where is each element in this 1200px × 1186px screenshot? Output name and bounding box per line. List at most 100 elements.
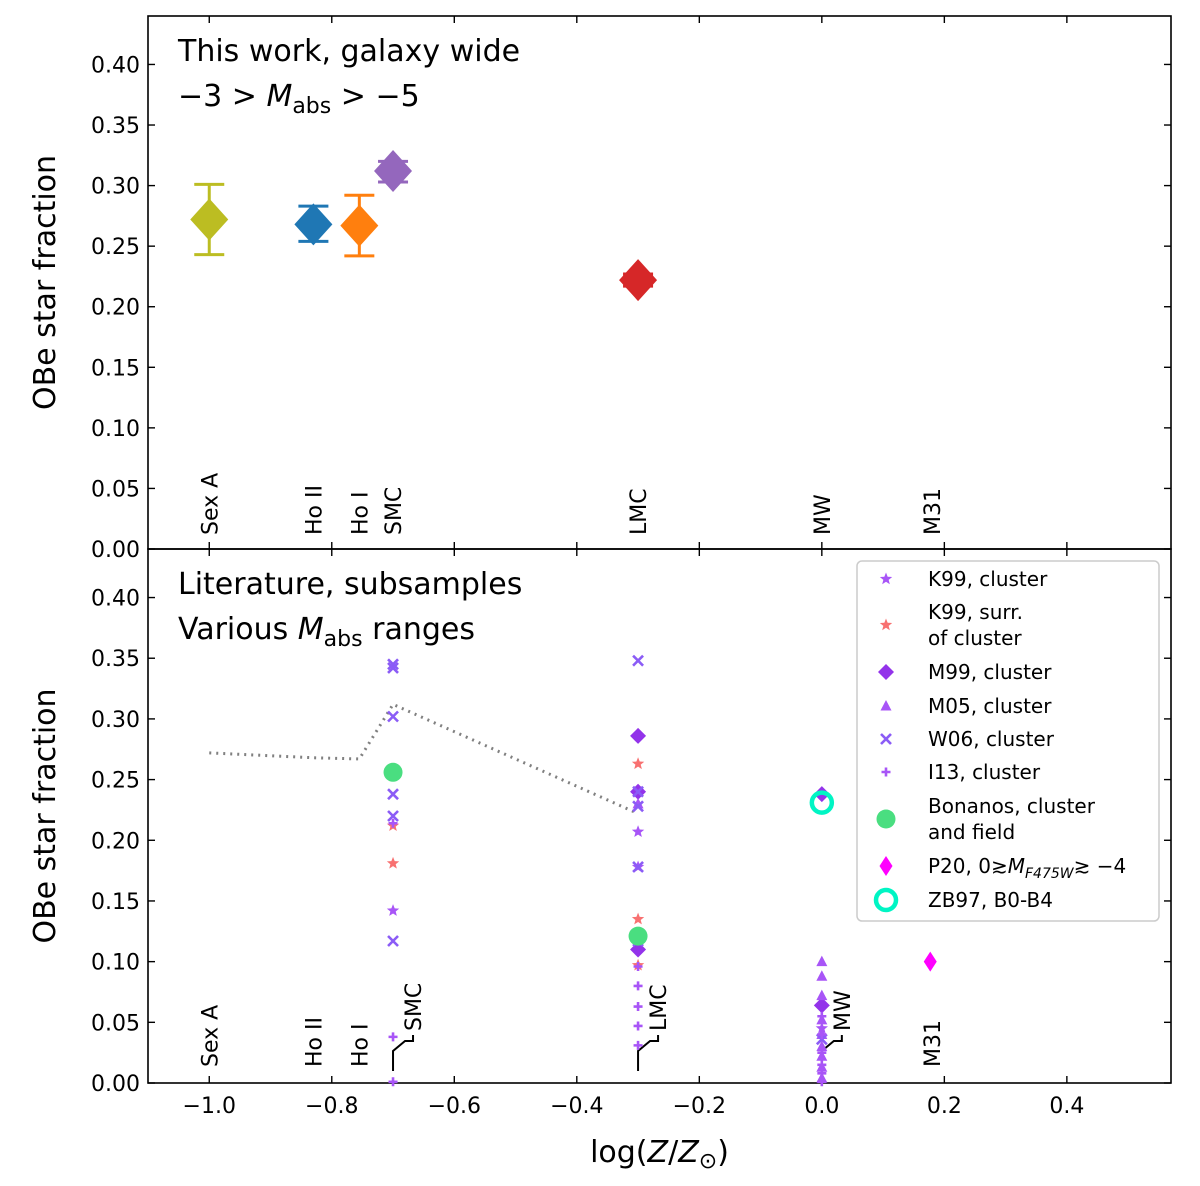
data-point: [387, 935, 399, 947]
legend-marker-shape: [873, 887, 899, 913]
legend-marker-shape: [879, 856, 893, 876]
bottom-ytick-label: 0.00: [91, 1072, 140, 1097]
bottom-galaxy-leader-line: [637, 1035, 660, 1071]
bottom-galaxy-label: LMC: [647, 984, 672, 1031]
data-point: [383, 762, 403, 782]
data-point-shape: [383, 762, 403, 782]
data-point: [630, 727, 647, 744]
legend-entry: W06, cluster: [880, 727, 1055, 751]
series-6: [383, 762, 648, 946]
top-ytick-label: 0.00: [91, 538, 140, 563]
data-point-shape: [631, 757, 645, 770]
data-point-shape: [631, 912, 645, 925]
bottom-ytick-label: 0.10: [91, 951, 140, 976]
annotation-part: Various: [178, 612, 298, 647]
data-point: [386, 856, 400, 869]
bottom-xtick-label: −0.6: [428, 1094, 481, 1119]
legend-entry: K99, surr.of cluster: [879, 600, 1023, 650]
diamond-marker: [340, 204, 379, 247]
data-point: [388, 1032, 398, 1042]
bottom-ytick-label: 0.20: [91, 829, 140, 854]
x-axis-label-part: ⊙: [699, 1149, 717, 1174]
legend-marker-shape: [879, 618, 893, 631]
data-point-shape: [633, 981, 643, 991]
panel-top: 0.00 0.05 0.10 0.15 0.20 0.25 0.30 0.35 0.40 OBe …: [28, 15, 1172, 563]
x-axis-label: log(Z/Z⊙): [590, 1135, 729, 1174]
annotation-part: −3 >: [178, 79, 266, 114]
data-point: [632, 797, 644, 809]
bottom-galaxy-label: Ho I: [348, 1024, 373, 1067]
series-0: [386, 825, 829, 1034]
data-point: [816, 1040, 828, 1052]
legend-label: P20, 0≳MF475W≳ −4: [928, 854, 1126, 882]
bottom-y-axis-label: OBe star fraction: [28, 688, 63, 943]
series-5: [388, 818, 827, 1087]
legend-marker: [880, 733, 892, 745]
legend-marker-shape: [880, 733, 892, 745]
data-point-shape: [632, 785, 644, 798]
data-point: [628, 926, 648, 946]
bottom-ytick-label: 0.15: [91, 890, 140, 915]
x-axis-label-part: Z: [647, 1135, 670, 1170]
bottom-ytick-label: 0.30: [91, 708, 140, 733]
legend-box: [856, 560, 1160, 922]
data-point-shape: [923, 951, 937, 972]
series-1: [386, 757, 645, 971]
legend-label: Bonanos, cluster: [928, 794, 1096, 818]
data-point: [817, 1011, 827, 1021]
data-point: [633, 1002, 643, 1012]
data-point: [387, 662, 399, 674]
legend-entry: K99, cluster: [879, 567, 1048, 591]
data-point: [813, 997, 830, 1014]
x-axis-label-part: /: [668, 1135, 679, 1170]
data-point: [923, 951, 937, 972]
data-point-shape: [816, 955, 828, 967]
top-annotation-line-1: This work, galaxy wide: [177, 34, 520, 69]
legend-label-part: M: [1008, 854, 1025, 878]
data-point-shape: [817, 1029, 827, 1039]
legend-label: K99, cluster: [928, 567, 1048, 591]
annotation-part: ranges: [363, 612, 475, 647]
diamond-marker: [374, 150, 413, 193]
top-annotation-line-2: −3 > Mabs > −5: [178, 79, 420, 119]
legend-marker: [879, 856, 893, 876]
annotation-part: > −5: [331, 79, 419, 114]
series-4: [387, 654, 828, 1046]
x-axis-label-part: log(: [590, 1135, 647, 1170]
data-point-shape: [387, 710, 399, 723]
legend-entry: I13, cluster: [881, 760, 1041, 784]
bottom-ytick-label: 0.25: [91, 769, 140, 794]
data-point-shape: [633, 1040, 643, 1050]
panel-bottom: 0.00 0.05 0.10 0.15 0.20 0.25 0.30 0.35 0.40 −1.0…: [28, 548, 1172, 1174]
series-2: [630, 727, 830, 1014]
top-galaxy-label: SMC: [382, 487, 407, 535]
data-point: [817, 1060, 827, 1070]
x-axis-label-part: Z: [677, 1135, 700, 1170]
annotation-part: abs: [292, 94, 331, 119]
top-ytick-label: 0.05: [91, 477, 140, 502]
bottom-galaxy-label: M31: [921, 1020, 946, 1067]
data-point: [387, 810, 399, 822]
bottom-xtick-label: −1.0: [183, 1094, 236, 1119]
data-point-shape: [388, 818, 398, 828]
diamond-marker: [190, 198, 229, 241]
data-point-sex-a: [190, 182, 229, 257]
data-point-shape: [633, 1021, 643, 1031]
data-point-shape: [633, 961, 643, 971]
data-point: [815, 1021, 829, 1034]
top-galaxy-label: LMC: [627, 488, 652, 535]
legend-label-part: F475W: [1025, 866, 1075, 882]
top-ytick-label: 0.35: [91, 114, 140, 139]
bottom-ytick-label: 0.35: [91, 647, 140, 672]
data-point: [633, 961, 643, 971]
top-ytick-label: 0.25: [91, 235, 140, 260]
this-work-reference-dotted-line: [209, 702, 639, 815]
data-point-shape: [816, 1040, 828, 1052]
data-point-shape: [817, 1048, 827, 1058]
data-point: [388, 818, 398, 828]
data-point: [633, 1021, 643, 1031]
legend-entry: ZB97, B0-B4: [873, 887, 1053, 913]
legend-label: and field: [928, 820, 1015, 844]
